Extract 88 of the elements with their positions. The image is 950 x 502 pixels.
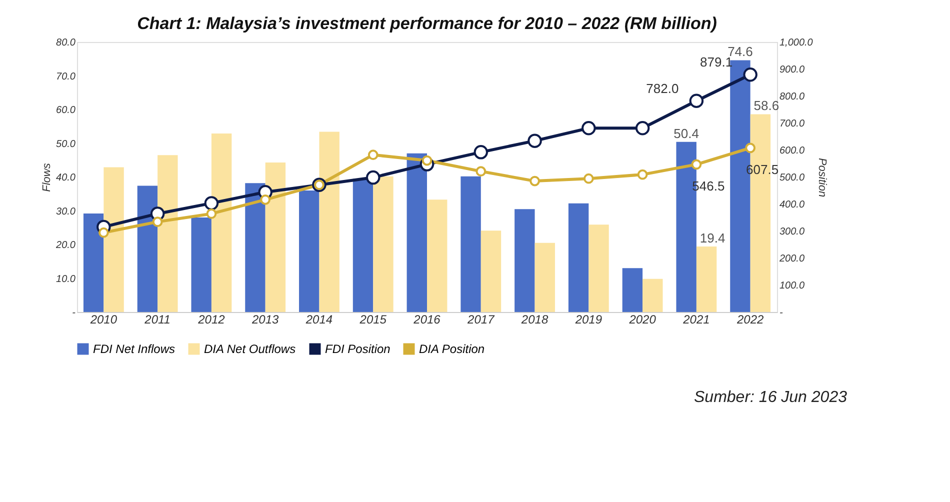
y2-tick-label: 300.0 [780, 226, 805, 238]
point [152, 216, 163, 227]
bar [265, 162, 286, 312]
x-tick-label: 2022 [736, 312, 764, 326]
bar [534, 242, 555, 312]
bar [373, 176, 394, 312]
point [260, 194, 271, 205]
x-tick-label: 2019 [574, 312, 602, 326]
bar [352, 178, 374, 312]
legend-label: FDI Position [325, 342, 391, 356]
y2-tick-label: 800.0 [780, 92, 805, 102]
data-label: 782.0 [646, 80, 679, 96]
point [474, 145, 488, 160]
bar [568, 203, 589, 312]
bar [480, 230, 502, 312]
y2-axis-title: Position [816, 158, 828, 198]
bar [245, 183, 266, 312]
x-tick-label: 2012 [197, 312, 226, 326]
point [743, 68, 758, 82]
legend-label: DIA Net Outflows [204, 342, 296, 356]
bar [191, 218, 212, 312]
bar [319, 132, 340, 312]
point [691, 159, 702, 170]
data-label: 879.1 [700, 54, 733, 70]
y-tick-label: 70.0 [56, 71, 76, 82]
point [476, 166, 486, 177]
y-tick-label: 30.0 [56, 206, 76, 218]
point [745, 142, 756, 154]
bar [588, 224, 609, 312]
bar [622, 268, 643, 312]
bar [406, 153, 427, 312]
point [582, 121, 596, 136]
point [366, 170, 380, 185]
y2-tick-label: 1,000.0 [780, 38, 814, 48]
x-tick-label: 2015 [358, 312, 387, 326]
x-tick-label: 2010 [89, 312, 118, 326]
bar [299, 190, 320, 312]
bar [642, 278, 663, 312]
legend-label: DIA Position [419, 342, 485, 356]
data-label: 50.4 [674, 126, 699, 141]
bar [83, 213, 104, 312]
y2-tick-label: 400.0 [780, 200, 805, 210]
y2-tick-label: 200.0 [778, 254, 805, 264]
bar [104, 167, 124, 312]
point [368, 150, 378, 160]
y2-tick-label: - [780, 308, 784, 318]
y-tick-label: 20.0 [55, 240, 76, 251]
point [583, 173, 594, 184]
y-tick-label: - [72, 308, 76, 318]
x-tick-label: 2013 [250, 312, 280, 326]
bar [427, 200, 448, 312]
point [206, 208, 217, 219]
y2-tick-label: 700.0 [780, 118, 805, 130]
x-tick-label: 2021 [682, 312, 710, 326]
chart-title: Chart 1: Malaysia’s investment performance for 2010 – 2022 (RM billion) [137, 14, 718, 33]
y-axis-title: Flows [41, 162, 54, 192]
data-label: 19.4 [700, 230, 726, 246]
bar [158, 155, 178, 312]
data-label: 58.6 [754, 98, 780, 114]
bar [460, 176, 481, 312]
point [530, 176, 540, 186]
y-tick-label: 10.0 [56, 274, 76, 285]
y-tick-label: 50.0 [56, 138, 76, 150]
point [98, 227, 109, 238]
x-tick-label: 2020 [628, 312, 656, 326]
bar [696, 246, 717, 312]
x-tick-label: 2016 [412, 312, 441, 326]
x-tick-label: 2017 [466, 312, 496, 326]
y-tick-label: 40.0 [56, 172, 76, 184]
y2-tick-label: 500.0 [780, 172, 805, 184]
x-tick-label: 2018 [520, 312, 548, 326]
y-tick-label: 60.0 [56, 105, 76, 116]
y-tick-label: 80.0 [56, 38, 76, 48]
point [528, 134, 542, 148]
y2-tick-label: 600.0 [780, 146, 805, 156]
point [204, 196, 219, 210]
point [689, 94, 704, 108]
y2-tick-label: 100.0 [780, 280, 805, 292]
point [635, 121, 650, 136]
point [637, 169, 648, 180]
text: Sumber: 16 Jun 2023 [694, 389, 848, 406]
x-tick-label: 2011 [144, 312, 170, 326]
bar [137, 186, 158, 312]
bar [211, 133, 232, 312]
bar [514, 209, 535, 312]
y2-tick-label: 900.0 [780, 64, 805, 76]
legend-label: FDI Net Inflows [93, 342, 176, 356]
x-tick-label: 2014 [304, 312, 333, 326]
